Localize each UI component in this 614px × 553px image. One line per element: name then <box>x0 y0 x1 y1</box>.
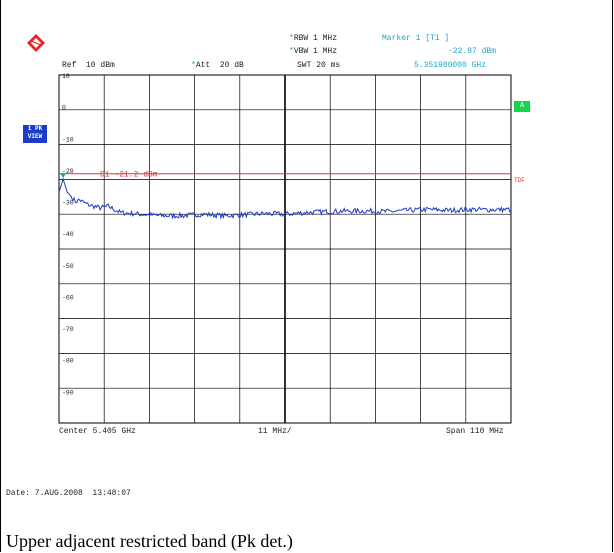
trace-view-badge[interactable]: 1 PK VIEW <box>23 125 47 143</box>
att-star: *Att 20 dB <box>191 61 244 70</box>
span-label: Span 110 MHz <box>446 427 504 436</box>
y-tick-label: -60 <box>62 294 74 301</box>
vbw-label: VBW 1 MHz <box>293 47 338 56</box>
y-tick-label: -90 <box>62 389 74 396</box>
display-line-label: D1 -21.2 dBm <box>100 171 158 180</box>
y-tick-label: -50 <box>62 263 74 270</box>
vbw-star: * <box>289 47 294 56</box>
att-star-glyph: * <box>191 61 196 70</box>
logo-icon <box>27 34 45 52</box>
y-tick-label: 0 <box>62 105 66 112</box>
y-tick-label: -30 <box>62 200 74 207</box>
vbw-row: *VBW 1 MHz <box>289 47 337 56</box>
center-frequency: Center 5.405 GHz <box>59 427 136 436</box>
rbw-row: *RBW 1 MHz <box>289 34 337 43</box>
y-tick-label: -70 <box>62 326 74 333</box>
y-tick-label: -10 <box>62 136 74 143</box>
rbw-label: RBW 1 MHz <box>293 34 338 43</box>
marker-level: -22.87 dBm <box>448 47 497 56</box>
att-label: Att 20 dB <box>195 61 244 70</box>
y-tick-label: 10 <box>62 73 70 80</box>
tdf-label: TDF <box>514 177 525 184</box>
trace-line <box>58 177 512 220</box>
trace-view-line1: 1 PK <box>27 125 43 132</box>
trace-view-line2: VIEW <box>27 133 43 140</box>
date-stamp: Date: 7.AUG.2008 13:48:07 <box>6 489 131 498</box>
division-label: 11 MHz/ <box>258 427 292 436</box>
y-tick-label: -40 <box>62 231 74 238</box>
y-tick-label: -80 <box>62 358 74 365</box>
ref-level-label: Ref 10 dBm <box>62 61 115 70</box>
marker-1-icon[interactable] <box>60 173 67 179</box>
figure-caption: Upper adjacent restricted band (Pk det.) <box>6 531 293 551</box>
y-tick-labels: 10 0 -10 -20 -30 -40 -50 -60 -70 -80 -90 <box>62 73 74 396</box>
marker-frequency: 5.351980000 GHz <box>414 61 487 70</box>
marker-label: Marker 1 [T1 ] <box>382 34 450 43</box>
rbw-star: * <box>289 34 294 43</box>
y-tick-label: -20 <box>62 168 74 175</box>
swt-label: SWT 20 ms <box>297 61 341 70</box>
trace-a-badge[interactable]: A <box>514 101 530 112</box>
